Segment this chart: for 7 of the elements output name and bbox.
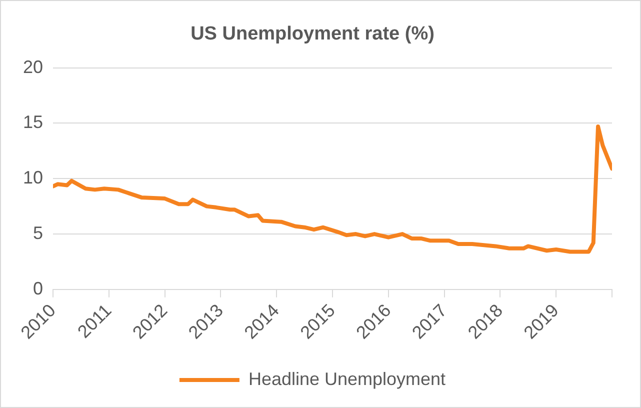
chart-title: US Unemployment rate (%) bbox=[190, 24, 434, 45]
y-tick-label: 10 bbox=[22, 168, 44, 188]
y-tick-label: 0 bbox=[33, 278, 44, 298]
y-tick-label: 20 bbox=[22, 56, 44, 77]
y-tick-label: 5 bbox=[33, 222, 44, 243]
y-tick-label: 15 bbox=[22, 112, 44, 132]
legend-label: Headline Unemployment bbox=[248, 368, 446, 389]
